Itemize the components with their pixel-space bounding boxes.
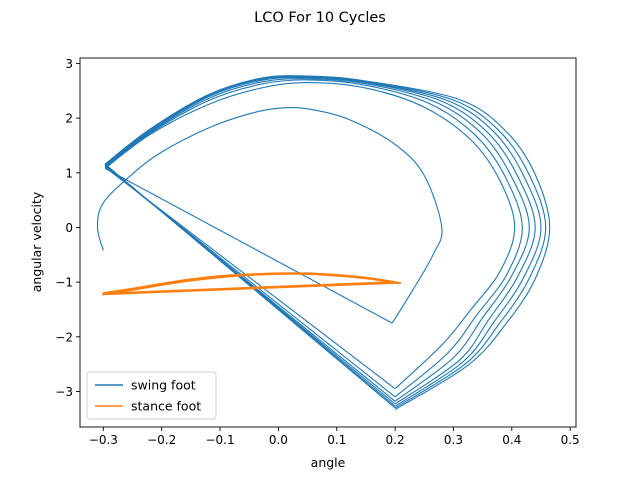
y-tick-label: 0	[65, 221, 73, 235]
series-segment	[104, 79, 523, 398]
legend-label-swing-foot: swing foot	[131, 378, 196, 393]
y-tick-label: 2	[65, 112, 73, 126]
y-axis-label: angular velocity	[29, 191, 44, 292]
series-swing-foot	[96, 75, 551, 410]
x-tick-label: 0.5	[561, 433, 580, 447]
chart-title: LCO For 10 Cycles	[254, 10, 386, 26]
plot-area-frame	[79, 57, 577, 428]
series-segment	[102, 281, 399, 296]
series-segment	[104, 82, 516, 390]
x-axis: −0.3 −0.2 −0.1 0.0 0.1 0.2 0.3 0.4 0.5	[89, 427, 580, 447]
x-tick-label: 0.4	[502, 433, 521, 447]
legend-label-stance-foot: stance foot	[131, 399, 201, 414]
x-tick-label: 0.1	[327, 433, 346, 447]
x-tick-label: −0.3	[89, 433, 118, 447]
series-segment	[104, 76, 536, 405]
series-segment	[104, 163, 396, 409]
series-stance-foot	[102, 272, 402, 296]
x-tick-label: 0.0	[269, 433, 288, 447]
x-axis-label: angle	[311, 455, 346, 470]
series-segment	[104, 78, 530, 402]
x-tick-label: 0.3	[444, 433, 463, 447]
x-tick-label: 0.2	[386, 433, 405, 447]
series-segment	[104, 167, 393, 324]
y-tick-label: 1	[65, 166, 73, 180]
legend: swing foot stance foot	[86, 371, 217, 420]
series-segment	[104, 75, 551, 410]
y-tick-label: −1	[55, 276, 73, 290]
series-segment	[102, 272, 402, 296]
legend-box	[86, 371, 217, 420]
x-tick-label: −0.1	[205, 433, 234, 447]
series-segment	[104, 75, 547, 409]
y-tick-label: −3	[55, 385, 73, 399]
series-segment	[96, 107, 443, 324]
x-tick-label: −0.2	[147, 433, 176, 447]
y-tick-label: −2	[55, 330, 73, 344]
plot-lines	[96, 75, 551, 410]
y-axis: −3 −2 −1 0 1 2 3	[55, 57, 80, 399]
y-tick-label: 3	[65, 57, 73, 71]
